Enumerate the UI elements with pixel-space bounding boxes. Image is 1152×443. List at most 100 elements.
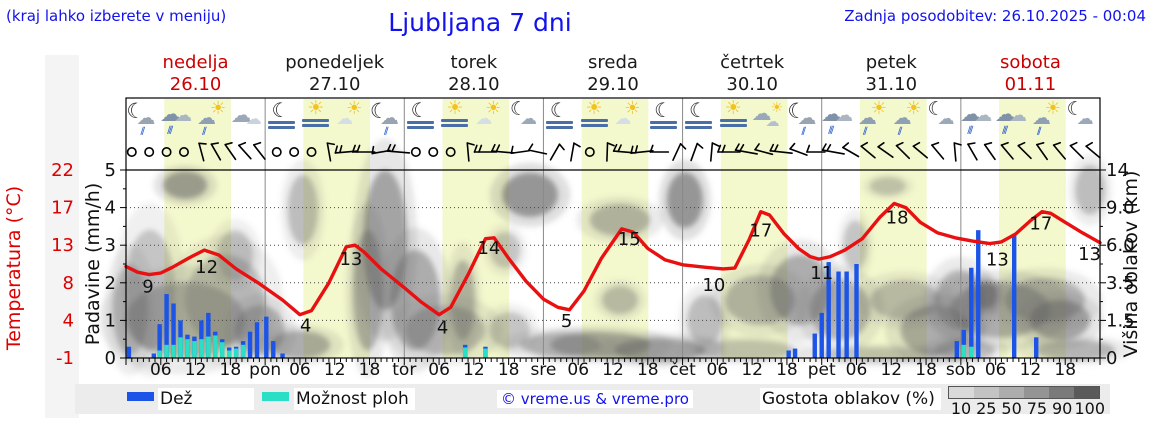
- moon-rain-icon: ☾ ☁ ∕∕: [785, 101, 823, 139]
- shower-bar: [206, 336, 211, 358]
- wind-barb-staff: [1000, 144, 1014, 160]
- wind-barb-feather: [386, 143, 392, 152]
- sun-fog-icon: ☀: [577, 99, 615, 139]
- moon-glyph: ☾: [654, 98, 673, 122]
- precip-axis-title: Padavine (mm/h): [82, 182, 104, 346]
- wind-barb-staff: [953, 142, 957, 162]
- shower-bar: [220, 342, 225, 358]
- rain-marks: ∕∕: [897, 126, 903, 137]
- curve-temp-label: 9: [142, 277, 153, 298]
- cloud-glyph: ☁: [892, 107, 912, 129]
- x-hour-label: 18: [1054, 360, 1076, 380]
- wind-barb-feather: [466, 142, 475, 146]
- rain-bar: [1034, 337, 1039, 358]
- wind-barb-feather: [238, 141, 247, 147]
- wind-barb-staff: [210, 143, 222, 161]
- wind-barb-feather: [356, 144, 361, 153]
- wind-barb-staff: [860, 145, 876, 159]
- temp-tick-label: 8: [63, 273, 74, 294]
- sun-glyph: ☀: [307, 97, 325, 119]
- shower-bar: [192, 341, 197, 358]
- wind-barb-feather: [679, 143, 687, 150]
- cloud-glyph: ☁: [614, 109, 632, 129]
- cloud-glyph: ☁: [245, 109, 262, 128]
- wind-barb-feather: [1000, 141, 1009, 146]
- rain-bar: [271, 341, 276, 358]
- cloud-blob: [869, 177, 906, 196]
- calm-wind-icon: [178, 147, 189, 158]
- fog-line: [719, 124, 747, 127]
- precip-tick-label: 3: [105, 235, 116, 256]
- cloud-tick-label: 9.0: [1106, 198, 1135, 219]
- colorbar-scale-number: 25: [976, 399, 997, 418]
- temperature-curve: [124, 201, 1102, 317]
- wind-barb-staff: [510, 149, 530, 155]
- fog-line: [545, 121, 573, 124]
- day-name: sreda: [588, 52, 638, 73]
- rain-bar: [812, 333, 817, 358]
- wind-barb-feather: [634, 145, 639, 154]
- cloud-tick-label: 6.0: [1106, 235, 1135, 256]
- calm-wind-icon: [271, 147, 282, 158]
- wind-barb-staff: [386, 150, 411, 154]
- calm-wind-icon: [445, 147, 456, 158]
- sun-rain-icon: ☀ ☁ ∕∕: [890, 100, 928, 139]
- wind-barb-feather: [649, 144, 654, 153]
- rain-marks: ∕∕: [140, 126, 145, 137]
- shower-bar: [969, 346, 974, 358]
- rain-bar: [954, 341, 959, 358]
- wind-barb-feather: [478, 144, 483, 153]
- moon-glyph: ☾: [271, 98, 290, 122]
- colorbar-scale-number: 90: [1052, 399, 1073, 418]
- wind-barb-staff: [1085, 145, 1101, 159]
- wind-barb-staff: [931, 144, 945, 160]
- colorbar-scale-number: 10: [950, 399, 972, 418]
- x-hour-label: 18: [915, 360, 937, 380]
- wind-barb-staff: [895, 144, 911, 160]
- wind-barb-feather: [739, 144, 745, 152]
- wind-barb-feather: [630, 145, 634, 154]
- wind-barb-feather: [721, 144, 726, 153]
- cloud-tick-label: 0: [1106, 348, 1117, 369]
- x-hour-label: 18: [498, 360, 520, 380]
- wind-barb-feather: [754, 143, 760, 151]
- moon-glyph: ☾: [927, 98, 945, 120]
- rain-bar: [976, 230, 981, 358]
- wind-barb-feather: [717, 144, 722, 153]
- sun-cloud-icon: ☀ ☁: [333, 100, 371, 139]
- shower-legend-swatch: [262, 392, 289, 401]
- sun-glyph: ☀: [870, 98, 888, 119]
- axis-ticks: [120, 169, 1106, 365]
- day-name: sobota: [999, 52, 1061, 73]
- sun-cloud-icon: ☀ ☁: [472, 100, 510, 139]
- fog-line: [302, 119, 330, 122]
- rain-bar: [247, 331, 253, 358]
- x-day-label: pon: [249, 360, 281, 380]
- shower-bar: [462, 347, 468, 358]
- fog-line: [441, 124, 469, 127]
- wind-barb-staff: [606, 142, 609, 162]
- wind-barb-staff: [690, 142, 699, 162]
- wind-barb-staff: [877, 146, 894, 158]
- cloud-glyph: ☁: [765, 114, 780, 130]
- calm-wind-icon: [306, 147, 317, 158]
- cloud-blob: [666, 172, 703, 228]
- precip-tick-label: 2: [105, 273, 116, 294]
- wind-barb-feather: [334, 145, 338, 154]
- copyright-link[interactable]: © vreme.us & vreme.pro: [497, 390, 693, 408]
- curve-temp-label: 11: [810, 263, 833, 284]
- day-name: nedelja: [162, 52, 229, 73]
- wind-barb-staff: [912, 145, 928, 159]
- wind-barb-feather: [473, 144, 478, 153]
- cloud-blob: [1029, 300, 1091, 340]
- precip-tick-label: 4: [105, 198, 116, 219]
- rain-bar: [164, 294, 169, 358]
- calm-wind-icon: [410, 147, 421, 158]
- x-day-label: pet: [808, 360, 836, 380]
- rain-bar: [786, 350, 791, 358]
- curve-temp-label: 17: [749, 221, 772, 242]
- moon-glyph: ☾: [126, 99, 146, 123]
- cloud-blob: [695, 339, 796, 361]
- temp-tick-label: -1: [56, 348, 74, 369]
